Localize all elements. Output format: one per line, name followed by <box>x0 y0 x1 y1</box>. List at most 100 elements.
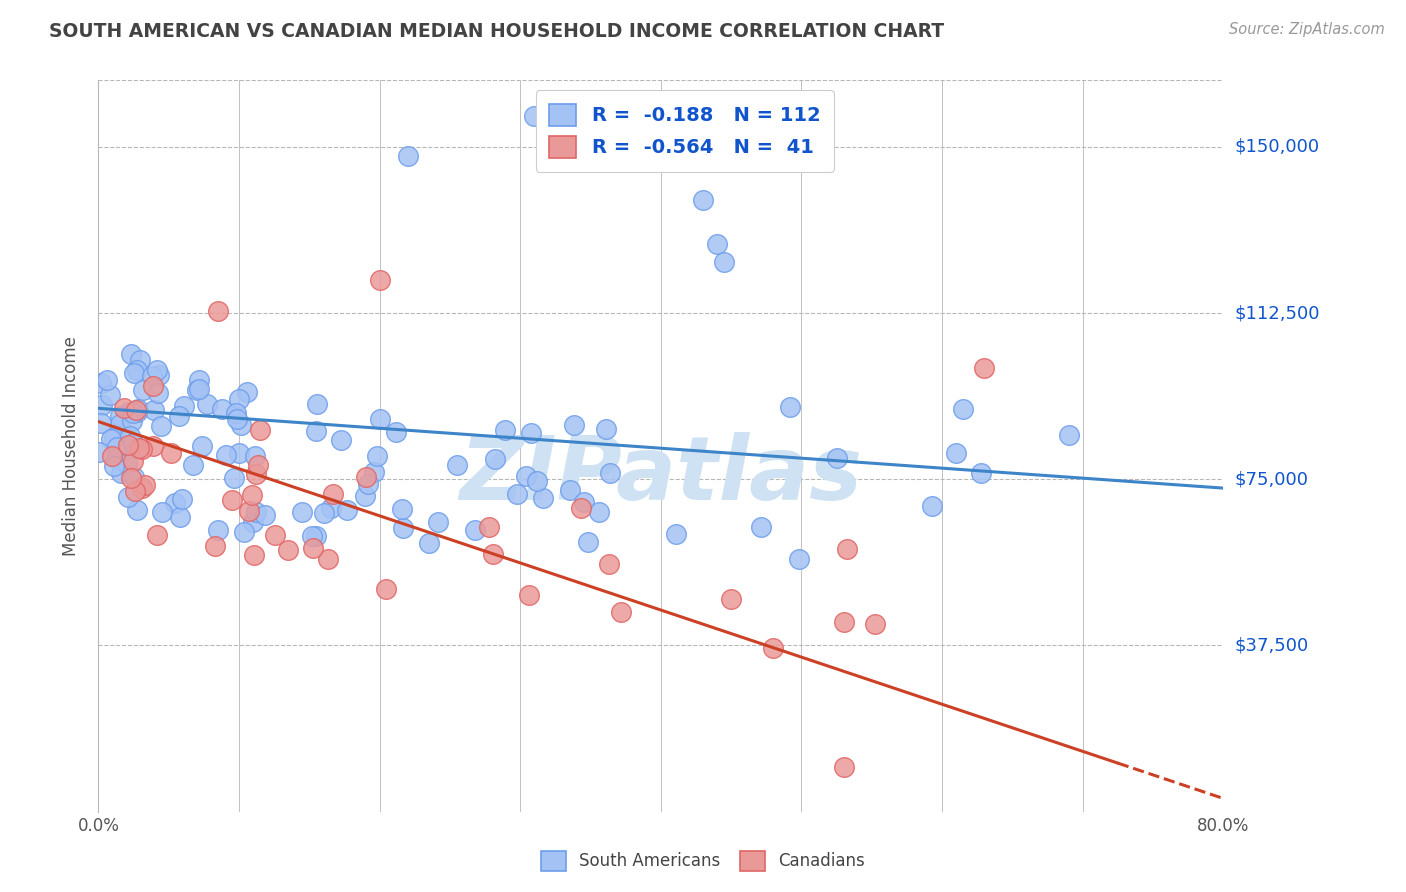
Point <box>149 419 172 434</box>
Point <box>211 401 233 416</box>
Point <box>245 505 267 519</box>
Point <box>231 418 253 433</box>
Point <box>228 392 250 406</box>
Point <box>482 547 505 561</box>
Point <box>127 401 149 416</box>
Point <box>146 528 169 542</box>
Point <box>120 471 142 485</box>
Text: $37,500: $37,500 <box>1234 637 1309 655</box>
Point <box>146 362 169 376</box>
Point <box>520 425 543 440</box>
Point <box>329 433 352 447</box>
Point <box>787 552 810 566</box>
Point <box>762 640 785 655</box>
Point <box>163 496 186 510</box>
Point <box>98 387 121 401</box>
Point <box>117 490 139 504</box>
Point <box>207 524 229 538</box>
Point <box>375 582 398 597</box>
Point <box>572 495 595 509</box>
Point <box>146 385 169 400</box>
Point <box>578 534 600 549</box>
Point <box>396 148 419 162</box>
Point <box>110 466 132 480</box>
Point <box>837 542 859 557</box>
Point <box>562 417 585 432</box>
Point <box>692 193 714 207</box>
Point <box>588 505 610 519</box>
Point <box>204 539 226 553</box>
Point <box>112 401 135 416</box>
Point <box>301 529 323 543</box>
Point <box>122 436 145 450</box>
Point <box>170 492 193 507</box>
Point <box>125 363 148 377</box>
Point <box>115 456 138 470</box>
Point <box>225 406 247 420</box>
Point <box>128 352 150 367</box>
Point <box>970 466 993 480</box>
Point <box>249 424 271 438</box>
Point <box>385 425 408 439</box>
Point <box>181 458 204 472</box>
Point <box>238 504 260 518</box>
Point <box>243 450 266 464</box>
Point <box>207 303 229 318</box>
Point <box>706 237 728 252</box>
Point <box>96 373 118 387</box>
Point <box>125 403 148 417</box>
Point <box>108 409 131 423</box>
Point <box>134 478 156 492</box>
Legend: South Americans, Canadians: South Americans, Canadians <box>533 842 873 880</box>
Point <box>595 422 617 436</box>
Point <box>832 760 855 774</box>
Point <box>599 466 621 480</box>
Point <box>188 373 211 387</box>
Point <box>354 469 377 483</box>
Point <box>336 502 359 516</box>
Point <box>368 411 391 425</box>
Point <box>117 438 139 452</box>
Point <box>1057 428 1080 442</box>
Point <box>305 529 328 543</box>
Y-axis label: Median Household Income: Median Household Income <box>62 336 80 556</box>
Point <box>242 516 264 530</box>
Point <box>749 520 772 534</box>
Point <box>228 446 250 460</box>
Point <box>167 409 190 423</box>
Text: SOUTH AMERICAN VS CANADIAN MEDIAN HOUSEHOLD INCOME CORRELATION CHART: SOUTH AMERICAN VS CANADIAN MEDIAN HOUSEH… <box>49 22 945 41</box>
Point <box>101 449 124 463</box>
Point <box>141 369 163 384</box>
Point <box>664 527 686 541</box>
Point <box>363 465 385 479</box>
Point <box>90 376 112 390</box>
Point <box>253 508 276 522</box>
Point <box>131 481 153 495</box>
Point <box>569 500 592 515</box>
Point <box>124 367 146 381</box>
Point <box>224 471 246 485</box>
Point <box>128 441 150 455</box>
Point <box>531 491 554 505</box>
Point <box>142 379 165 393</box>
Point <box>526 474 548 488</box>
Point <box>121 454 143 468</box>
Point <box>124 484 146 499</box>
Point <box>118 405 141 419</box>
Point <box>221 492 243 507</box>
Text: $150,000: $150,000 <box>1234 137 1319 156</box>
Point <box>302 541 325 555</box>
Point <box>945 445 967 459</box>
Point <box>240 488 263 502</box>
Point <box>427 515 450 529</box>
Point <box>392 520 415 534</box>
Point <box>464 523 486 537</box>
Point <box>558 483 581 497</box>
Point <box>523 109 546 123</box>
Point <box>242 548 264 562</box>
Point <box>125 503 148 517</box>
Point <box>506 487 529 501</box>
Point <box>246 458 269 473</box>
Point <box>598 557 620 571</box>
Point <box>173 399 195 413</box>
